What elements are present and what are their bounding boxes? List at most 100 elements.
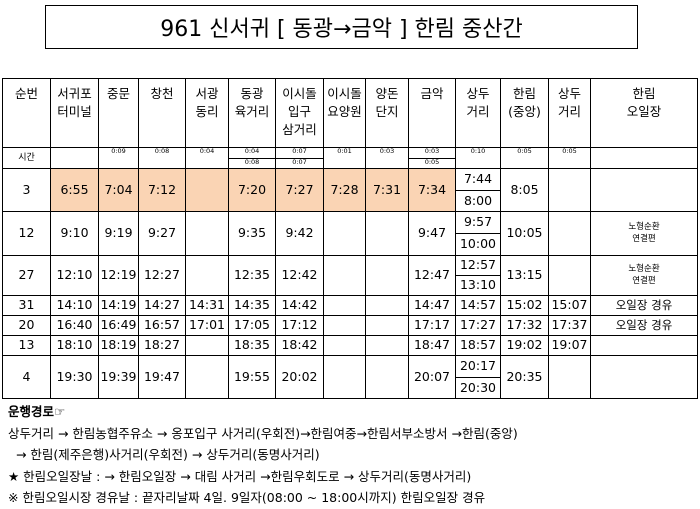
header-line: 동리 <box>195 104 219 120</box>
time-cell: 18:35 <box>228 335 276 356</box>
header-line: 서귀포 <box>57 86 92 101</box>
time-cell: 17:32 <box>500 315 549 336</box>
cell-text: 노형순환 <box>628 263 660 274</box>
time-cell: 14:47 <box>408 295 456 316</box>
time-cell <box>548 355 591 399</box>
time-cell <box>590 355 698 399</box>
cell-text: 0:04 <box>244 147 260 155</box>
cell-pair: 노형순환 연결편 <box>592 213 697 255</box>
time-cell: 0:04 <box>185 147 229 169</box>
time-cell: 13:15 <box>500 255 549 296</box>
time-cell: 0:03 <box>365 147 409 169</box>
time-cell <box>365 335 409 356</box>
time-cell <box>323 211 366 256</box>
time-cell: 0:03 0:05 <box>408 147 456 169</box>
time-cell: 7:28 <box>323 168 366 212</box>
time-cell <box>548 211 591 256</box>
data-row: 27 12:10 12:19 12:27 12:35 12:42 12:47 12:57 13:… <box>2 255 698 296</box>
time-row: 시간 0:09 0:08 0:04 0:04 0:08 0:07 0:07 0:01 0:03 0:… <box>2 147 698 169</box>
column-header: 창천 <box>138 78 186 148</box>
time-cell <box>365 211 409 256</box>
header-line: 순번 <box>14 86 38 101</box>
time-cell: 9:10 <box>50 211 99 256</box>
time-cell: 12:57 13:10 <box>455 255 501 296</box>
header-line: 입구 <box>287 104 311 120</box>
time-cell: 14:19 <box>98 295 139 316</box>
notes: 운행경로☞ 상두거리 → 한림농협주유소 → 옹포입구 사거리(우회전)→한림여중… <box>8 401 518 509</box>
time-cell: 0:04 0:08 <box>228 147 276 169</box>
time-cell <box>590 147 698 169</box>
column-header: 중문 <box>98 78 139 148</box>
cell-text: 0:03 <box>424 147 440 155</box>
cell-pair: 0:07 0:07 <box>276 149 323 168</box>
time-cell: 7:34 <box>408 168 456 212</box>
time-cell: 20:17 20:30 <box>455 355 501 399</box>
column-header: 양돈 단지 <box>365 78 409 148</box>
time-cell: 13 <box>2 335 51 356</box>
data-row: 13 18:10 18:19 18:27 18:35 18:42 18:47 18:57 19:… <box>2 335 698 356</box>
header-line: 상두 <box>466 86 490 101</box>
time-cell: 18:57 <box>455 335 501 356</box>
time-cell: 16:49 <box>98 315 139 336</box>
time-cell <box>185 355 229 399</box>
time-cell: 6:55 <box>50 168 99 212</box>
time-cell <box>323 335 366 356</box>
cell-pair: 12:57 13:10 <box>456 257 500 295</box>
time-cell: 7:20 <box>228 168 276 212</box>
cell-pair: 0:04 0:08 <box>229 147 275 168</box>
time-cell: 15:07 <box>548 295 591 316</box>
header-line: 서광 <box>195 86 219 101</box>
time-cell: 12:47 <box>408 255 456 296</box>
time-cell: 14:57 <box>455 295 501 316</box>
cell-pair: 9:57 10:00 <box>456 213 500 255</box>
time-cell <box>365 315 409 336</box>
time-cell: 18:27 <box>138 335 186 356</box>
header-line: 양돈 <box>375 86 399 101</box>
time-cell: 7:27 <box>275 168 324 212</box>
time-cell: 0:05 <box>548 147 591 169</box>
time-cell: 0:09 <box>98 147 139 169</box>
time-cell <box>548 168 591 212</box>
cell-text: 0:05 <box>409 157 455 168</box>
time-cell: 14:31 <box>185 295 229 316</box>
cell-pair: 20:17 20:30 <box>456 357 500 398</box>
time-cell: 오일장 경유 <box>590 295 698 316</box>
header-line: 오일장 <box>626 104 662 120</box>
time-cell <box>365 255 409 296</box>
timetable: 순번 서귀포 터미널 중문 창천 서광 동리 동광 육거리 이시돌 입구 삼거리 이시돌 요양원 양돈 단지 금… <box>2 78 698 399</box>
time-cell: 9:35 <box>228 211 276 256</box>
time-cell <box>365 295 409 316</box>
header-line: 이시돌 <box>282 86 317 101</box>
time-cell: 12:27 <box>138 255 186 296</box>
time-cell: 12:10 <box>50 255 99 296</box>
header-line: 창천 <box>150 86 174 101</box>
header-line: 요양원 <box>327 104 362 120</box>
column-header: 이시돌 요양원 <box>323 78 366 148</box>
data-row: 31 14:10 14:19 14:27 14:31 14:35 14:42 14:47 14:… <box>2 295 698 316</box>
note-line: 상두거리 → 한림농협주유소 → 옹포입구 사거리(우회전)→한림여중→한림서부… <box>8 425 518 441</box>
time-cell: 17:17 <box>408 315 456 336</box>
header-line: (중앙) <box>508 104 541 120</box>
header-line: 상두 <box>557 86 581 101</box>
cell-pair: 7:44 8:00 <box>456 170 500 211</box>
header-line: 터미널 <box>57 104 92 120</box>
time-cell: 0:05 <box>500 147 549 169</box>
time-cell: 노형순환 연결편 <box>590 211 698 256</box>
time-cell <box>185 211 229 256</box>
header-line: 육거리 <box>234 104 270 120</box>
cell-pair: 노형순환 연결편 <box>592 257 697 295</box>
time-cell: 18:19 <box>98 335 139 356</box>
time-cell: 12:35 <box>228 255 276 296</box>
header-line: 동광 <box>240 86 264 101</box>
time-cell: 17:37 <box>548 315 591 336</box>
time-cell: 9:42 <box>275 211 324 256</box>
time-cell: 19:39 <box>98 355 139 399</box>
header-line: 거리 <box>466 104 490 120</box>
time-cell: 17:12 <box>275 315 324 336</box>
time-cell: 19:55 <box>228 355 276 399</box>
time-cell: 19:07 <box>548 335 591 356</box>
